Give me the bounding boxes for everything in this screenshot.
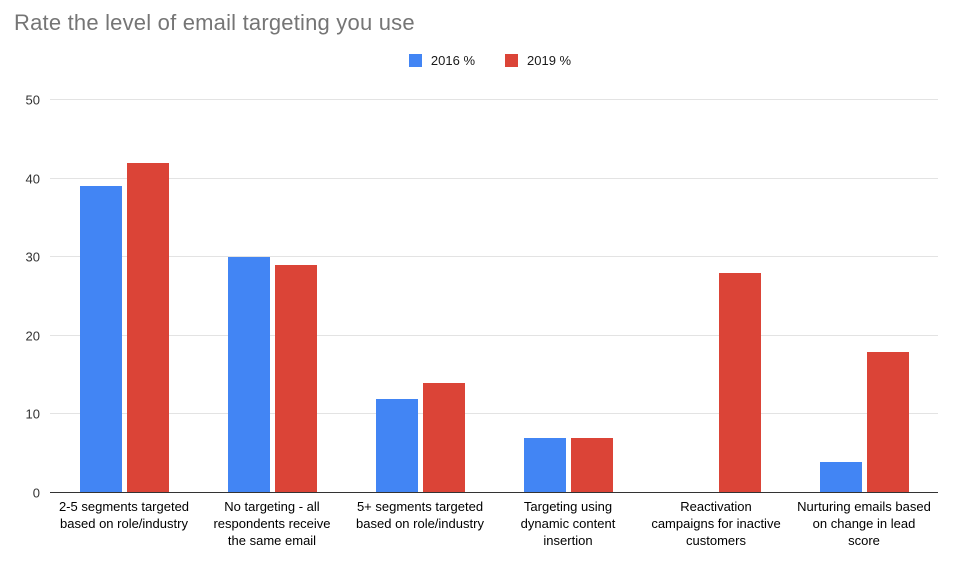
legend-item-2016: 2016 % (408, 53, 475, 68)
y-tick-label: 0 (32, 485, 40, 501)
bar-group (50, 100, 198, 493)
bar-2019 (126, 162, 169, 493)
chart-title: Rate the level of email targeting you us… (14, 10, 415, 35)
y-tick-label: 40 (25, 171, 40, 187)
x-category-label: 2-5 segments targeted based on role/indu… (58, 499, 190, 531)
gridline (50, 177, 938, 179)
x-axis-line (50, 492, 938, 493)
y-tick-label: 50 (25, 92, 40, 108)
gridline (50, 334, 938, 336)
legend-label: 2019 % (527, 53, 572, 68)
x-category-label: Reactivation campaigns for inactive cust… (651, 499, 781, 548)
x-category-label: No targeting - all respondents receive t… (213, 499, 331, 548)
legend-item-2019: 2019 % (505, 53, 571, 68)
x-category-label: Targeting using dynamic content insertio… (520, 499, 616, 548)
bar-2019 (866, 351, 909, 493)
bar-group (198, 100, 346, 493)
x-category-label: Nurturing emails based on change in lead… (797, 499, 931, 548)
bars-layer (50, 100, 938, 493)
plot-area: 0 10 20 30 40 50 (26, 93, 938, 501)
legend-swatch (408, 54, 422, 67)
bar-2016 (375, 398, 418, 493)
x-axis-labels: 2-5 segments targeted based on role/indu… (50, 499, 938, 550)
chart-legend: 2016 % 2019 % (0, 53, 980, 68)
gridline (50, 256, 938, 258)
bar-group (642, 100, 790, 493)
x-category-label: 5+ segments targeted based on role/indus… (356, 499, 484, 531)
bar-2016 (227, 257, 270, 493)
bar-2016 (523, 437, 566, 493)
gridline (50, 413, 938, 415)
bar-2019 (274, 265, 317, 493)
y-tick-label: 20 (25, 328, 40, 344)
bar-2019 (422, 382, 465, 493)
bar-group (494, 100, 642, 493)
bar-group (790, 100, 938, 493)
bar-group (346, 100, 494, 493)
bar-2016 (79, 186, 122, 493)
gridline (50, 99, 938, 100)
legend-swatch (505, 54, 518, 67)
legend-label: 2016 % (430, 53, 475, 68)
bar-2016 (819, 461, 862, 493)
y-tick-label: 30 (25, 249, 40, 265)
bar-2019 (718, 272, 761, 493)
bar-2019 (570, 437, 613, 493)
y-tick-label: 10 (25, 406, 40, 422)
